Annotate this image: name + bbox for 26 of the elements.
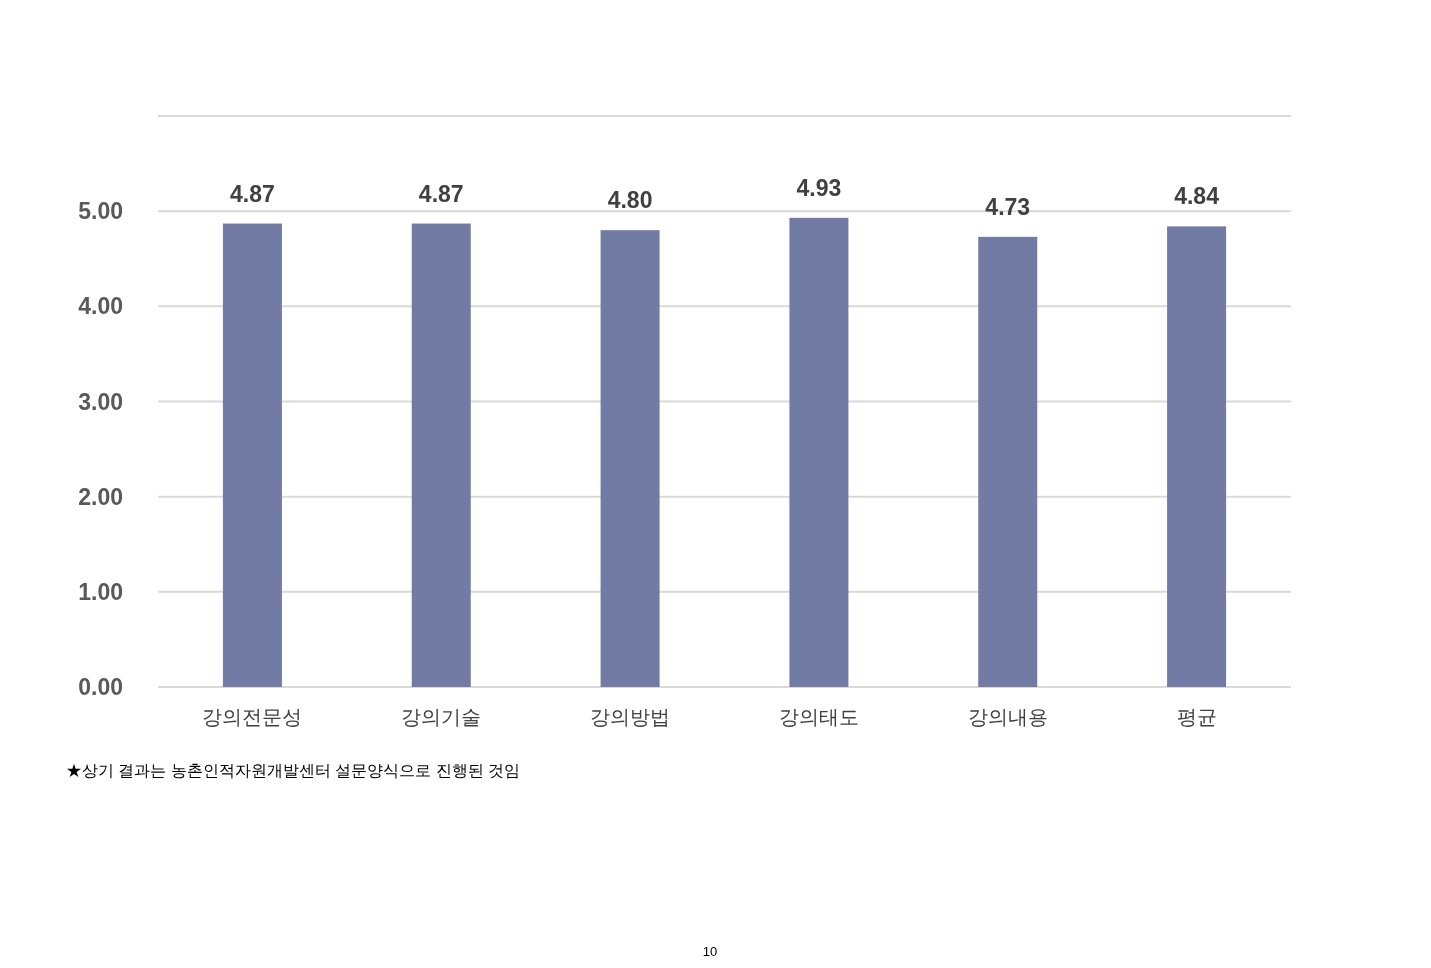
x-tick-label: 강의태도 [778,706,859,728]
data-label: 4.87 [418,180,464,207]
x-tick-label: 강의전문성 [202,706,303,728]
bar [789,217,849,687]
x-tick-label: 평균 [1176,706,1217,728]
x-tick-label: 강의방법 [590,706,671,728]
y-tick-label: 2.00 [78,483,123,510]
bar [600,230,660,687]
y-tick-label: 5.00 [78,198,123,225]
data-label: 4.80 [607,187,653,214]
text: 10 [702,944,718,959]
data-label: 4.84 [1174,183,1220,210]
data-label: 4.73 [985,193,1031,220]
data-label: 4.93 [796,174,842,201]
bar [222,223,282,687]
bar [411,223,471,687]
bar [978,236,1038,687]
y-tick-label: 4.00 [78,293,123,320]
text: ★상기 결과는 농촌인적자원개발센터 설문양식으로 진행된 것임 [66,762,521,779]
y-tick-label: 3.00 [78,388,123,415]
x-tick-label: 강의내용 [967,706,1048,728]
x-tick-label: 강의기술 [401,706,482,728]
data-label: 4.87 [230,180,275,207]
y-tick-label: 1.00 [78,578,123,605]
bar [1167,226,1227,687]
y-tick-label: 0.00 [78,674,123,700]
